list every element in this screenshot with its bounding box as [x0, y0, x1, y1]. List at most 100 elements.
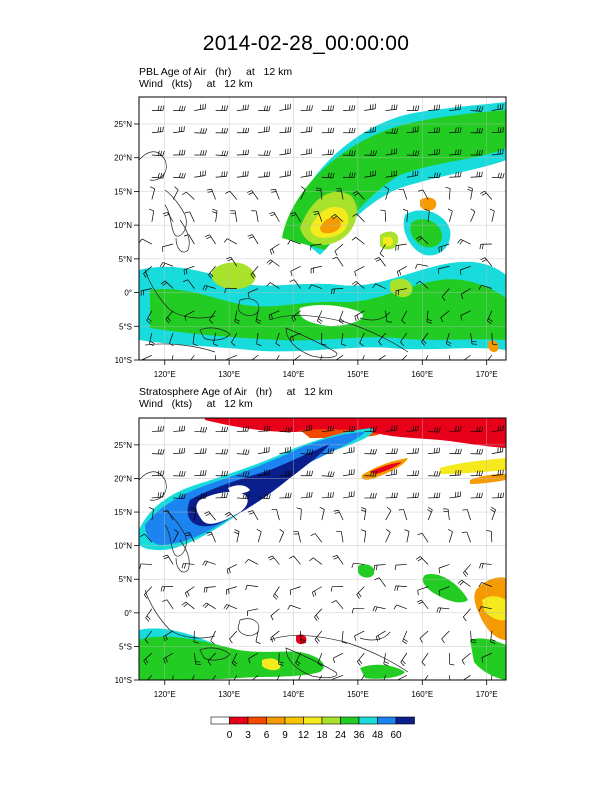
wind-barb: [335, 188, 344, 200]
wind-barb: [398, 188, 408, 200]
wind-barb: [146, 310, 153, 324]
lat-tick-label: 5°N: [119, 575, 133, 584]
panel-title-strat-line2: Wind (kts) at 12 km: [139, 398, 253, 410]
wind-barb: [236, 149, 250, 156]
wind-barb: [271, 509, 280, 521]
pbl-patch-orange-south: [488, 340, 499, 353]
wind-barb: [165, 310, 174, 324]
wind-barb: [354, 630, 365, 641]
wind-barb: [269, 211, 280, 222]
wind-barb: [449, 491, 461, 499]
wind-barb: [287, 239, 301, 245]
colorbar-label: 12: [298, 730, 310, 741]
wind-barb: [417, 189, 429, 200]
wind-barb: [248, 652, 259, 664]
wind-barb: [394, 585, 407, 591]
strat-wind-barbs: [139, 424, 505, 680]
wind-barb: [151, 126, 164, 134]
colorbar-label: 60: [390, 730, 402, 741]
colorbar-swatch: [395, 716, 415, 725]
wind-barb: [415, 280, 429, 289]
wind-barb: [236, 471, 250, 477]
wind-barb: [356, 586, 365, 599]
wind-barb: [258, 469, 270, 477]
map-frame-strat: [138, 417, 507, 681]
wind-barb: [364, 448, 377, 455]
wind-barb: [462, 608, 471, 622]
map-frame-pbl: [138, 96, 507, 361]
wind-barb: [162, 211, 174, 222]
wind-barb: [258, 171, 271, 178]
wind-barb: [162, 554, 174, 565]
wind-barb: [424, 208, 430, 222]
wind-barb: [159, 262, 174, 268]
wind-barb: [383, 675, 386, 680]
wind-barb: [334, 243, 344, 256]
wind-barb: [230, 210, 238, 222]
wind-barb: [321, 105, 335, 111]
wind-barb: [193, 630, 199, 644]
wind-barb: [206, 531, 216, 543]
strat-lat-axis: 25°N 20°N 15°N 10°N 5°N 0° 5°S 10°S: [114, 441, 139, 685]
colorbar-label: 24: [335, 730, 347, 741]
wind-barb: [491, 333, 498, 346]
wind-barb: [202, 560, 216, 567]
wind-barb: [194, 493, 207, 499]
wind-barb: [215, 426, 229, 433]
strat-patch-green-mid: [358, 564, 375, 578]
wind-barb: [140, 288, 152, 296]
wind-barb: [194, 470, 207, 477]
wind-barb: [258, 493, 271, 500]
wind-barb: [151, 492, 164, 499]
wind-barb: [255, 630, 261, 645]
wind-barb: [194, 653, 201, 665]
wind-barb: [479, 563, 492, 569]
wind-barb: [438, 265, 450, 274]
wind-barb: [287, 604, 301, 610]
lon-tick-label: 160°E: [411, 370, 433, 379]
wind-barb: [415, 263, 429, 269]
wind-barb: [351, 281, 365, 289]
wind-barb: [460, 310, 471, 321]
wind-barb: [300, 126, 313, 134]
wind-barb: [225, 190, 238, 200]
strat-coastlines: [139, 471, 409, 678]
pbl-patch-light-1: [211, 262, 256, 290]
lat-tick-label: 15°N: [114, 508, 132, 517]
wind-barb: [385, 170, 398, 178]
wind-barb: [215, 127, 229, 134]
wind-barb: [288, 555, 301, 565]
wind-barb: [308, 284, 322, 290]
wind-barb: [375, 630, 386, 642]
wind-barb: [163, 630, 174, 642]
wind-barb: [183, 279, 195, 289]
lat-tick-label: 10°N: [114, 221, 132, 230]
wind-barb: [293, 531, 301, 543]
wind-barb: [419, 630, 429, 643]
wind-barb: [251, 355, 259, 360]
wind-barb: [449, 149, 462, 156]
strat-gridlines: [139, 418, 506, 680]
lat-tick-label: 20°N: [114, 154, 132, 163]
wind-barb: [143, 586, 153, 599]
wind-barb: [385, 448, 398, 454]
wind-barb: [428, 492, 441, 499]
lon-tick-label: 120°E: [154, 370, 176, 379]
lat-tick-label: 5°N: [119, 255, 133, 264]
wind-barb: [321, 172, 335, 179]
wind-barb: [244, 559, 259, 565]
wind-barb: [140, 533, 153, 543]
wind-barb: [384, 186, 390, 200]
wind-barb: [357, 652, 365, 666]
wind-barb: [343, 127, 356, 134]
wind-barb: [215, 355, 217, 360]
page-title: 2014-02-28_00:00:00: [202, 32, 410, 55]
wind-barb: [354, 265, 365, 277]
colorbar-swatch: [340, 716, 360, 725]
wind-barb: [428, 149, 441, 156]
wind-barb: [207, 652, 216, 666]
wind-barb: [415, 556, 429, 565]
wind-barb: [215, 492, 228, 499]
wind-barb: [151, 172, 165, 179]
wind-barb: [427, 506, 433, 521]
